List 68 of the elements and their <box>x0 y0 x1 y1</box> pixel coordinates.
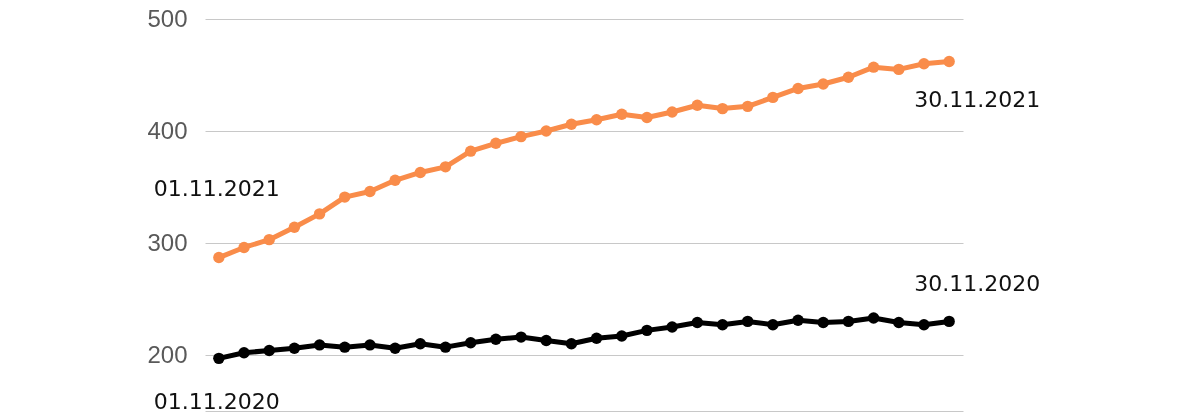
point <box>464 145 477 157</box>
point <box>288 221 301 234</box>
point <box>515 331 527 343</box>
point <box>339 191 351 203</box>
y-tick-label: 500 <box>147 4 188 32</box>
point <box>792 82 804 95</box>
point <box>741 100 754 113</box>
point <box>213 352 225 365</box>
point <box>616 330 628 342</box>
point <box>263 344 275 357</box>
point <box>288 342 301 354</box>
point <box>414 166 427 179</box>
point <box>918 319 930 331</box>
y-tick-label: 400 <box>147 116 188 144</box>
point <box>364 339 376 351</box>
point <box>313 208 326 220</box>
point <box>590 114 603 126</box>
point <box>540 334 552 347</box>
point <box>414 338 427 350</box>
point <box>641 324 653 337</box>
annotation: 01.11.2021 <box>153 175 280 201</box>
point <box>464 336 477 349</box>
point <box>691 99 704 111</box>
point <box>263 233 275 246</box>
point <box>213 251 225 264</box>
point <box>716 319 729 331</box>
point <box>767 91 779 104</box>
point <box>238 241 250 254</box>
point <box>439 161 452 173</box>
y-tick-label: 300 <box>147 228 188 256</box>
point <box>490 333 502 346</box>
point <box>842 71 855 83</box>
point <box>943 315 955 328</box>
annotation: 30.11.2020 <box>914 271 1041 297</box>
point <box>893 316 905 329</box>
point <box>918 58 930 70</box>
point <box>540 125 552 137</box>
point <box>238 347 250 359</box>
point <box>767 319 779 331</box>
point <box>313 339 326 351</box>
point <box>565 118 578 130</box>
point <box>792 314 804 326</box>
point <box>565 338 578 350</box>
point <box>842 315 855 328</box>
point <box>943 55 955 68</box>
point <box>616 108 628 120</box>
annotation: 30.11.2021 <box>914 86 1041 112</box>
point <box>817 316 829 329</box>
point <box>590 332 603 344</box>
point <box>666 106 678 118</box>
point <box>817 78 829 90</box>
point <box>741 315 754 328</box>
point <box>867 312 880 324</box>
point <box>439 341 452 353</box>
point <box>716 102 729 115</box>
point <box>364 185 376 198</box>
point <box>867 61 880 73</box>
annotation: 01.11.2020 <box>153 389 280 415</box>
point <box>339 341 351 353</box>
point <box>389 174 401 186</box>
point <box>515 130 527 143</box>
point <box>389 342 401 354</box>
point <box>490 137 502 150</box>
point <box>666 321 678 333</box>
point <box>691 316 704 329</box>
point <box>641 111 653 124</box>
y-tick-label: 200 <box>147 340 188 368</box>
point <box>893 63 905 76</box>
